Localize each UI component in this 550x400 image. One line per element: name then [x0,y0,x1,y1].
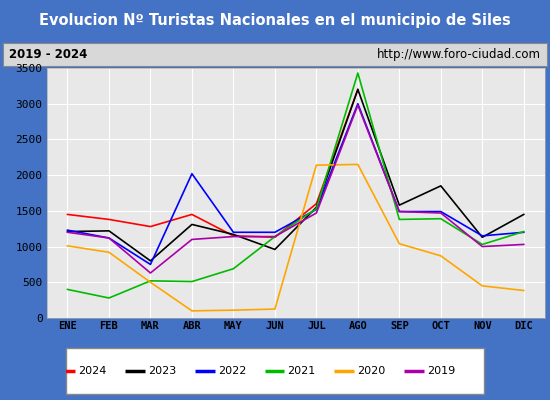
Text: http://www.foro-ciudad.com: http://www.foro-ciudad.com [377,48,541,61]
Text: Evolucion Nº Turistas Nacionales en el municipio de Siles: Evolucion Nº Turistas Nacionales en el m… [39,14,511,28]
Text: 2021: 2021 [288,366,316,376]
Text: 2020: 2020 [357,366,386,376]
Text: 2024: 2024 [79,366,107,376]
Text: 2022: 2022 [218,366,246,376]
Text: 2019 - 2024: 2019 - 2024 [9,48,87,61]
Text: 2023: 2023 [148,366,177,376]
Text: 2019: 2019 [427,366,455,376]
